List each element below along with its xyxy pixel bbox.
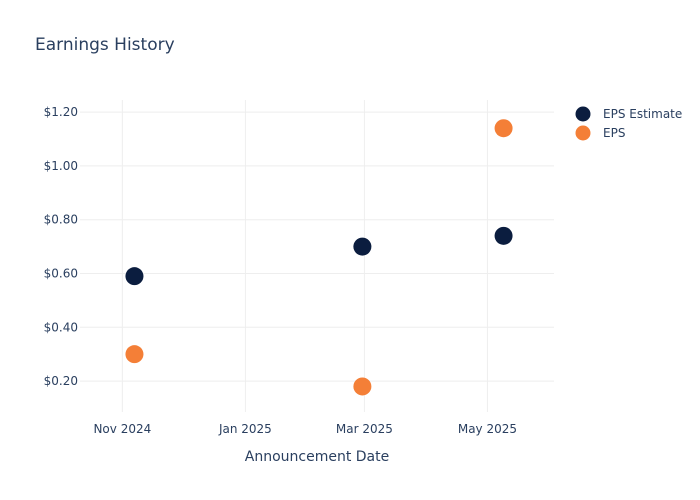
legend-label: EPS Estimate xyxy=(603,107,682,121)
x-tick-label: Jan 2025 xyxy=(218,422,272,436)
x-tick-label: May 2025 xyxy=(458,422,517,436)
y-axis-ticks: $0.20 $0.40 $0.60 $0.80 $1.00 $1.20 xyxy=(44,105,78,388)
legend[interactable]: EPS Estimate EPS xyxy=(575,106,683,141)
x-axis-title: Announcement Date xyxy=(245,449,389,465)
legend-item[interactable]: EPS xyxy=(575,125,626,141)
legend-label: EPS xyxy=(603,126,625,140)
y-tick-label: $1.00 xyxy=(44,159,78,173)
data-point[interactable] xyxy=(353,377,372,396)
chart-title: Earnings History xyxy=(35,35,175,55)
y-tick-label: $0.80 xyxy=(44,213,78,227)
legend-item[interactable]: EPS Estimate xyxy=(575,106,683,122)
data-point[interactable] xyxy=(494,119,513,138)
y-tick-label: $0.60 xyxy=(44,266,78,280)
data-point[interactable] xyxy=(494,226,513,245)
grid-lines xyxy=(80,100,554,412)
series-eps xyxy=(125,119,513,396)
series-eps-estimate xyxy=(125,226,513,286)
y-tick-label: $0.20 xyxy=(44,374,78,388)
x-tick-label: Mar 2025 xyxy=(336,422,393,436)
data-point[interactable] xyxy=(125,345,144,364)
y-tick-label: $1.20 xyxy=(44,105,78,119)
x-tick-label: Nov 2024 xyxy=(93,422,151,436)
y-tick-label: $0.40 xyxy=(44,320,78,334)
legend-marker xyxy=(575,106,591,122)
data-point[interactable] xyxy=(125,267,144,286)
data-point[interactable] xyxy=(353,237,372,256)
x-axis-ticks: Nov 2024 Jan 2025 Mar 2025 May 2025 xyxy=(93,422,517,436)
data-points xyxy=(125,119,513,396)
legend-marker xyxy=(575,125,591,141)
